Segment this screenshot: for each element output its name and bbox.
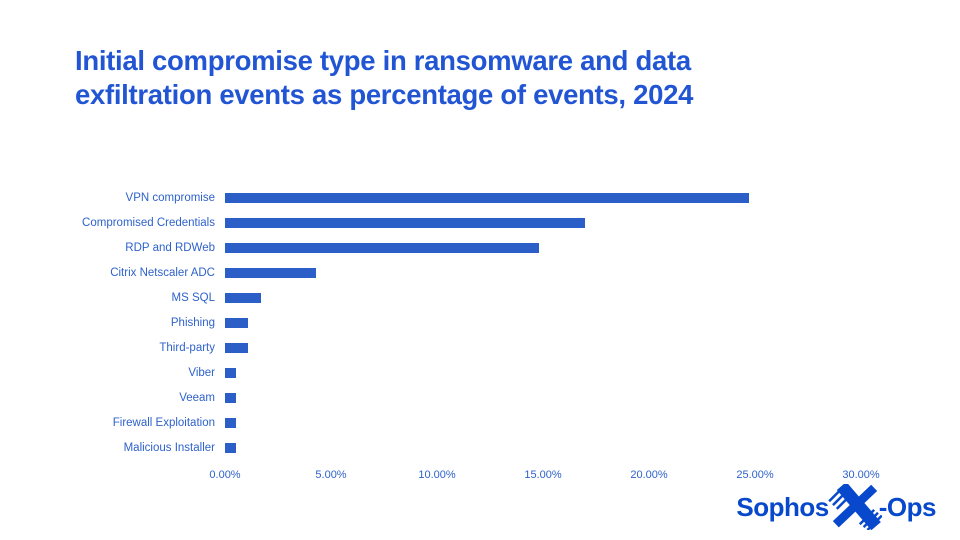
- category-label: VPN compromise: [125, 191, 215, 204]
- x-axis: 0.00% 5.00% 10.00% 15.00% 20.00% 25.00% 30.00%: [209, 469, 879, 485]
- category-label: Citrix Netscaler ADC: [110, 266, 215, 279]
- bar-row: RDP and RDWeb: [0, 235, 960, 260]
- bar-track: [225, 292, 861, 303]
- bar-row: VPN compromise: [0, 185, 960, 210]
- category-label: Firewall Exploitation: [112, 416, 215, 429]
- bar: [225, 217, 586, 228]
- chart-title-line1: Initial compromise type in ransomware an…: [75, 45, 691, 76]
- bar-row: Veeam: [0, 385, 960, 410]
- bar-track: [225, 417, 861, 428]
- category-label: Malicious Installer: [123, 441, 215, 454]
- bar-track: [225, 442, 861, 453]
- x-axis-tick-label: 30.00%: [842, 469, 880, 481]
- bar: [225, 242, 539, 253]
- bar: [225, 392, 236, 403]
- sophos-x-ops-logo: Sophos -Ops: [736, 484, 937, 530]
- bar: [225, 367, 236, 378]
- bar-track: [225, 267, 861, 278]
- chart-title: Initial compromise type in ransomware an…: [75, 44, 855, 111]
- bar-row: MS SQL: [0, 285, 960, 310]
- bar: [225, 417, 236, 428]
- x-axis-tick-label: 0.00%: [209, 469, 241, 481]
- bar-row: Citrix Netscaler ADC: [0, 260, 960, 285]
- bar-track: [225, 367, 861, 378]
- x-axis-tick-label: 25.00%: [736, 469, 774, 481]
- bar-track: [225, 217, 861, 228]
- bar-rows: VPN compromise Compromised Credentials RDP…: [0, 185, 960, 460]
- bar: [225, 192, 749, 203]
- bar-row: Firewall Exploitation: [0, 410, 960, 435]
- category-label: Phishing: [170, 316, 215, 329]
- bar: [225, 317, 249, 328]
- x-axis-tick-label: 15.00%: [524, 469, 562, 481]
- bar-row: Compromised Credentials: [0, 210, 960, 235]
- bar: [225, 442, 236, 453]
- category-label: Compromised Credentials: [82, 216, 215, 229]
- x-axis-tick-label: 10.00%: [418, 469, 456, 481]
- bar: [225, 267, 317, 278]
- bar-track: [225, 342, 861, 353]
- category-label: RDP and RDWeb: [125, 241, 215, 254]
- bar: [225, 342, 249, 353]
- chart-title-line2: exfiltration events as percentage of eve…: [75, 78, 694, 110]
- bar-track: [225, 192, 861, 203]
- bar-row: Viber: [0, 360, 960, 385]
- logo-ops-text: -Ops: [878, 491, 937, 522]
- bar-chart: VPN compromise Compromised Credentials RDP…: [0, 185, 960, 485]
- bar-track: [225, 317, 861, 328]
- bar: [225, 292, 262, 303]
- bar-track: [225, 242, 861, 253]
- x-axis-tick-label: 20.00%: [630, 469, 668, 481]
- category-label: Veeam: [179, 391, 215, 404]
- category-label: Viber: [188, 366, 215, 379]
- x-axis-tick-label: 5.00%: [315, 469, 347, 481]
- x-ops-x-icon: [828, 484, 882, 530]
- bar-row: Third-party: [0, 335, 960, 360]
- category-label: Third-party: [159, 341, 215, 354]
- category-label: MS SQL: [171, 291, 215, 304]
- bar-row: Malicious Installer: [0, 435, 960, 460]
- bar-track: [225, 392, 861, 403]
- bar-row: Phishing: [0, 310, 960, 335]
- logo-sophos-text: Sophos: [736, 491, 829, 522]
